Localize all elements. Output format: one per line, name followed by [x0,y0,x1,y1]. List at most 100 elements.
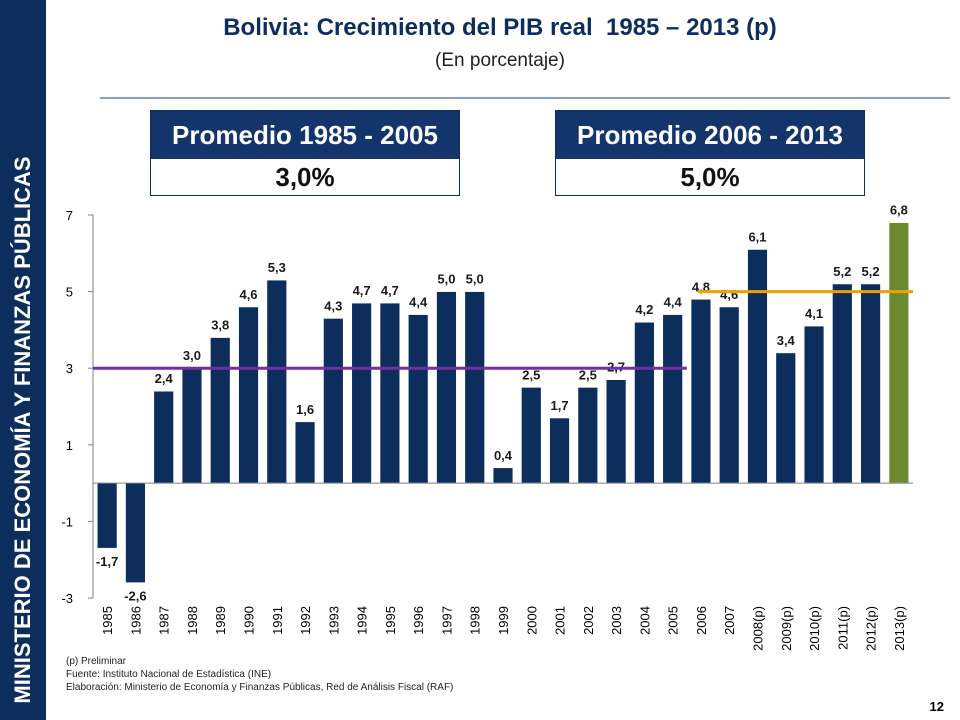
title-divider [100,97,950,99]
x-tick-label: 2012(p) [864,606,879,651]
footnote-preliminary: (p) Preliminar [66,656,127,667]
bar-1997 [436,291,457,484]
x-tick-label: 1989 [213,606,228,635]
bar-1996 [407,314,429,484]
bar-2011(p) [832,283,853,484]
bar-value-label: -2,6 [124,589,146,604]
bar-value-label: 2,5 [522,367,540,382]
x-tick-label: 2011(p) [835,606,850,650]
page-subtitle: (En porcentaje) [435,50,565,71]
x-tick-label: 1991 [270,606,285,635]
bar-2001 [549,417,570,484]
bar-1991 [266,279,287,484]
average-box-2006-2013: Promedio 2006 - 2013 5,0% [555,110,865,196]
bar-value-label: 4,4 [664,295,683,310]
average-value: 3,0% [275,161,335,192]
bar-1994 [351,302,372,484]
bar-2002 [577,387,599,484]
x-tick-label: 1992 [298,606,313,635]
bar-1998 [464,291,485,484]
x-tick-label: 1998 [468,606,483,635]
x-tick-label: 2009(p) [779,606,794,651]
x-tick-label: 1990 [242,606,257,635]
bar-value-label: 6,1 [748,229,766,244]
x-tick-label: 1994 [355,606,370,635]
bar-1999 [492,467,514,484]
bar-2008(p) [747,249,768,484]
bar-1993 [323,318,344,484]
y-tick-label: 5 [66,285,73,300]
bar-value-label: 4,7 [381,283,399,298]
bar-2012(p) [860,283,881,484]
x-tick-label: 2005 [666,606,681,635]
x-tick-label: 1988 [185,606,200,635]
bar-1988 [181,367,203,484]
bar-value-label: 4,6 [720,287,738,302]
y-tick-label: -1 [61,514,73,529]
bar-value-label: 5,2 [833,264,851,279]
sidebar: MINISTERIO DE ECONOMÍA Y FINANZAS PÚBLIC… [0,0,46,720]
y-tick-label: 3 [66,361,73,376]
footnote-prepared: Elaboración: Ministerio de Economía y Fi… [66,682,454,693]
bar-value-label: 3,4 [777,333,796,348]
bar-value-label: 5,0 [437,272,455,287]
bar-value-label: 2,4 [155,371,174,386]
x-tick-label: 1996 [411,606,426,635]
bar-2009(p) [775,352,796,484]
bar-value-label: 5,3 [268,260,286,275]
bar-value-label: 1,7 [551,398,569,413]
bar-value-label: 5,2 [862,264,880,279]
bar-value-label: 4,4 [409,295,428,310]
bar-1995 [379,302,401,484]
bar-1986 [125,482,146,583]
bar-2005 [662,314,683,484]
footnote-source: Fuente: Instituto Nacional de Estadístic… [66,669,272,680]
bar-2000 [521,387,542,484]
x-tick-label: 1997 [439,606,454,635]
bar-value-label: 3,8 [211,318,229,333]
x-tick-label: 2002 [581,606,596,635]
y-tick-label: 1 [66,438,73,453]
average-box-1985-2005: Promedio 1985 - 2005 3,0% [150,110,460,196]
x-tick-label: 2007 [722,606,737,635]
bar-value-label: 3,0 [183,348,201,363]
y-tick-label: 7 [66,208,73,223]
bar-2003 [605,379,627,484]
bar-value-label: 4,3 [324,298,342,313]
x-tick-label: 1985 [100,606,115,635]
bar-1987 [153,390,174,484]
x-tick-label: 2013(p) [892,606,907,651]
bar-value-label: 4,2 [635,302,653,317]
bar-1989 [210,337,231,484]
bar-2004 [634,321,655,484]
average-label: Promedio 2006 - 2013 [556,111,864,159]
x-tick-label: 2010(p) [807,606,822,651]
page-number: 12 [929,699,944,714]
x-tick-label: 2006 [694,606,709,635]
bar-1992 [294,421,316,484]
bar-value-label: 5,0 [466,272,484,287]
average-label: Promedio 1985 - 2005 [151,111,459,159]
bar-value-label: 6,8 [890,203,908,218]
bar-1985 [96,482,118,549]
bar-2007 [719,306,740,484]
bar-value-label: 4,1 [805,306,823,321]
x-tick-label: 2001 [553,606,568,635]
x-tick-label: 1987 [157,606,172,635]
bar-value-label: -1,7 [96,554,118,569]
bar-value-label: 0,4 [494,448,513,463]
bar-1990 [238,306,259,484]
bar-value-label: 4,7 [353,283,371,298]
page-title: Bolivia: Crecimiento del PIB real 1985 –… [223,14,777,41]
x-tick-label: 2004 [637,606,652,635]
bar-2006 [690,298,712,484]
bar-2013(p) [888,222,910,484]
average-value: 5,0% [680,161,740,192]
bar-value-label: 2,5 [579,367,597,382]
bar-value-label: 1,6 [296,402,314,417]
bar-value-label: 4,6 [239,287,257,302]
y-tick-label: -3 [61,591,73,606]
x-tick-label: 2003 [609,606,624,635]
x-tick-label: 1993 [326,606,341,635]
